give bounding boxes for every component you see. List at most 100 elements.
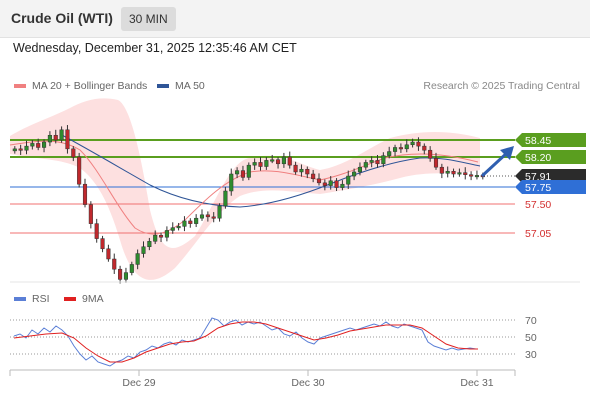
candle-body-49 <box>299 168 304 173</box>
candle-body-16 <box>106 248 111 260</box>
candle-body-21 <box>135 253 140 265</box>
level-label-3: 57.75 <box>525 182 551 194</box>
candle-body-4 <box>36 143 41 148</box>
candle-body-13 <box>88 204 93 224</box>
level-label-4: 57.50 <box>525 199 551 211</box>
candle-body-11 <box>77 156 82 185</box>
candle-body-66 <box>398 147 403 150</box>
rsi-panel: 70 50 30 <box>10 315 537 367</box>
candle-body-28 <box>176 226 181 229</box>
candle-body-6 <box>47 134 52 143</box>
candle-body-68 <box>410 141 415 146</box>
candle-body-0 <box>12 148 17 152</box>
candle-body-50 <box>305 168 310 175</box>
candle-body-40 <box>246 164 251 178</box>
x-label-dec31: Dec 31 <box>460 377 493 389</box>
legend-rsi: RSI <box>14 293 50 305</box>
candle-body-74 <box>445 171 450 174</box>
ma9-label: 9MA <box>82 293 104 305</box>
timeframe-button[interactable]: 30 MIN <box>121 7 176 31</box>
forecast-arrow-shaft <box>480 150 510 178</box>
level-label-1: 58.20 <box>525 152 551 164</box>
candle-body-51 <box>311 173 316 180</box>
candle-body-78 <box>469 174 474 177</box>
candle-body-39 <box>240 170 245 178</box>
candle-body-46 <box>281 156 286 165</box>
legend-ma20: MA 20 + Bollinger Bands <box>14 80 147 92</box>
candle-body-1 <box>18 148 23 151</box>
candle-body-31 <box>194 217 199 224</box>
candle-body-33 <box>205 214 210 218</box>
candle-body-76 <box>457 172 462 175</box>
candle-body-10 <box>71 148 76 158</box>
ma50-line <box>59 133 481 208</box>
x-label-dec29: Dec 29 <box>122 377 155 389</box>
forecast-arrow-head <box>500 146 514 160</box>
candle-body-27 <box>170 227 175 231</box>
timestamp: Wednesday, December 31, 2025 12:35:46 AM… <box>13 41 297 55</box>
candle-body-25 <box>159 234 164 238</box>
candle-body-2 <box>24 145 29 151</box>
candle-body-23 <box>147 241 152 248</box>
level-label-0: 58.45 <box>525 135 551 147</box>
candle-body-73 <box>439 166 444 174</box>
candle-body-41 <box>252 162 257 166</box>
ma20-swatch <box>14 84 26 88</box>
candle-body-67 <box>404 144 409 150</box>
rsi-swatch <box>14 297 26 301</box>
candle-body-48 <box>293 164 298 173</box>
rsi-tick-50: 50 <box>525 332 537 344</box>
level-tag-resistance-1 <box>515 150 586 164</box>
candle-body-42 <box>258 162 263 167</box>
candle-body-57 <box>346 175 351 185</box>
candle-body-71 <box>428 149 433 159</box>
candle-body-9 <box>65 129 70 150</box>
candle-body-72 <box>433 158 439 168</box>
candle-body-3 <box>30 143 35 147</box>
candle-body-45 <box>276 159 281 165</box>
rsi-line <box>13 317 477 367</box>
legend-ma50: MA 50 <box>157 80 205 92</box>
candle-body-61 <box>369 160 374 163</box>
rsi-tick-30: 30 <box>525 349 537 361</box>
candle-body-8 <box>59 129 64 141</box>
rsi-ma9-line <box>13 321 478 363</box>
chart-header: Crude Oil (WTI) 30 MIN <box>0 0 590 38</box>
ma50-swatch <box>157 84 169 88</box>
candle-body-18 <box>118 268 123 280</box>
candle-body-34 <box>211 216 216 219</box>
candle-body-58 <box>352 171 357 177</box>
candle-body-22 <box>141 246 146 254</box>
candle-body-35 <box>217 205 222 219</box>
candle-body-20 <box>129 264 134 273</box>
candle-body-36 <box>223 190 228 207</box>
candle-body-32 <box>199 214 205 219</box>
candle-body-60 <box>363 162 368 168</box>
candle-body-38 <box>235 170 240 175</box>
ma9-swatch <box>64 297 76 301</box>
bollinger-band <box>10 98 480 280</box>
candle-body-37 <box>229 173 234 192</box>
candle-body-12 <box>82 183 88 205</box>
candle-body-17 <box>112 258 117 270</box>
candle-body-55 <box>334 180 339 188</box>
candle-body-54 <box>328 180 333 186</box>
candle-body-52 <box>316 178 322 184</box>
candle-body-44 <box>270 159 275 162</box>
candle-body-19 <box>123 272 129 280</box>
rsi-tick-70: 70 <box>525 315 537 327</box>
candle-body-69 <box>416 141 421 147</box>
instrument-title: Crude Oil (WTI) <box>11 10 113 26</box>
candle-body-56 <box>340 183 345 188</box>
rsi-label: RSI <box>32 293 50 305</box>
candle-body-63 <box>381 155 386 165</box>
candle-body-24 <box>153 234 158 242</box>
candle-body-29 <box>182 220 187 227</box>
level-tag-resistance-0 <box>515 133 586 147</box>
candle-body-77 <box>463 172 468 175</box>
candle-body-43 <box>264 160 269 167</box>
candle-body-15 <box>100 238 105 250</box>
ma50-label: MA 50 <box>175 80 205 92</box>
